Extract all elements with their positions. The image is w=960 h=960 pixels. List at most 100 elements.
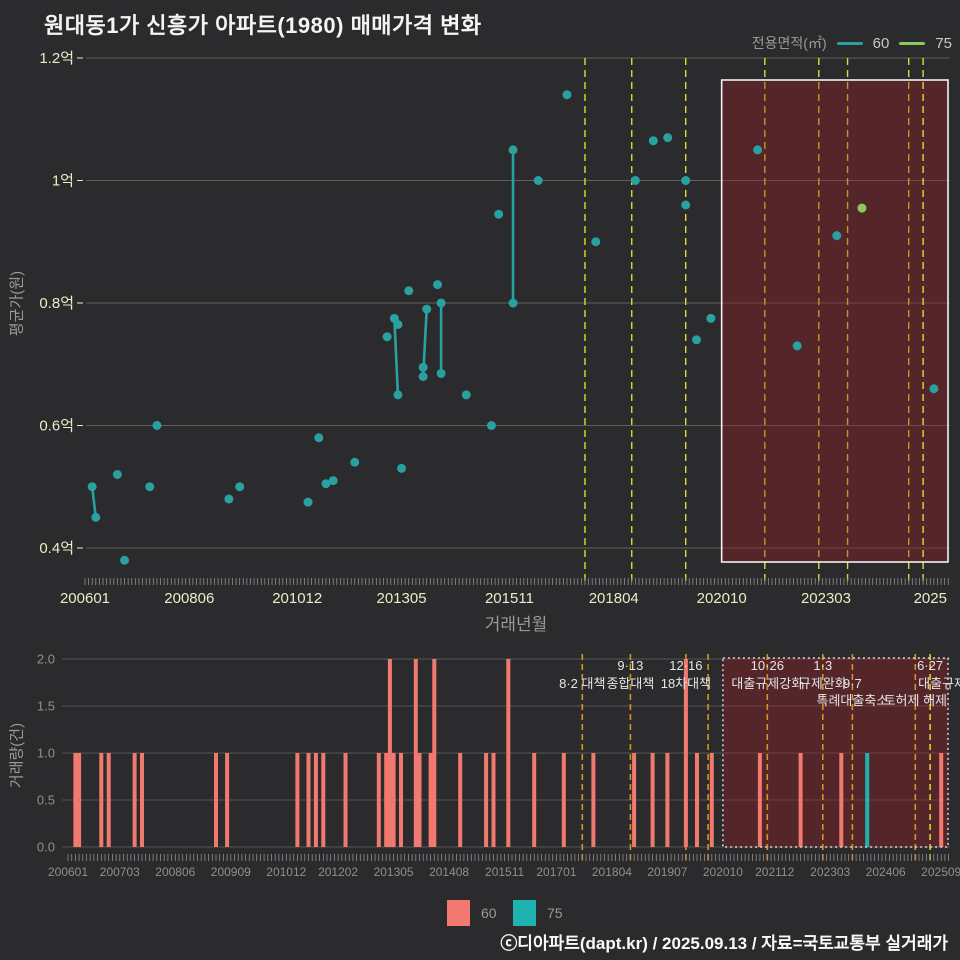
price-point-75[interactable] xyxy=(857,203,867,213)
volume-bar[interactable] xyxy=(683,659,688,847)
price-point-60[interactable] xyxy=(382,332,392,342)
volume-bar[interactable] xyxy=(757,753,762,847)
volume-bar[interactable] xyxy=(313,753,318,847)
volume-bar[interactable] xyxy=(384,753,389,847)
volume-bar[interactable] xyxy=(709,753,714,847)
price-point-60[interactable] xyxy=(494,209,504,219)
volume-bar[interactable] xyxy=(77,753,82,847)
legend-item-60[interactable]: 60 xyxy=(872,34,890,52)
price-point-60[interactable] xyxy=(461,390,471,400)
volume-bar[interactable] xyxy=(484,753,489,847)
volume-bar[interactable] xyxy=(399,753,403,847)
volume-bar[interactable] xyxy=(591,753,596,847)
price-point-60[interactable] xyxy=(393,319,403,329)
price-point-60[interactable] xyxy=(350,457,360,467)
volume-bar[interactable] xyxy=(632,753,637,847)
price-point-60[interactable] xyxy=(648,136,658,146)
price-point-60[interactable] xyxy=(832,231,842,241)
volume-bar[interactable] xyxy=(106,753,111,847)
price-point-60[interactable] xyxy=(422,304,432,314)
price-point-60[interactable] xyxy=(681,200,691,210)
volume-bar[interactable] xyxy=(532,753,537,847)
volume-bar[interactable] xyxy=(73,753,78,847)
volume-bar[interactable] xyxy=(839,753,844,847)
price-point-60[interactable] xyxy=(112,470,122,479)
price-point-60[interactable] xyxy=(404,286,414,296)
price-point-60[interactable] xyxy=(436,298,446,308)
legend-line-75-icon xyxy=(899,41,926,45)
price-segment xyxy=(90,485,98,519)
legend-bottom-item-75[interactable]: 75 xyxy=(547,905,563,921)
price-point-60[interactable] xyxy=(303,497,313,507)
legend-item-75[interactable]: 75 xyxy=(935,34,952,52)
volume-bar[interactable] xyxy=(140,753,144,847)
price-point-60[interactable] xyxy=(508,145,518,155)
price-point-60[interactable] xyxy=(706,313,716,323)
volume-bar[interactable] xyxy=(650,753,655,847)
legend-top: 전용면적(㎡) 60 75 xyxy=(752,33,952,53)
x-axis-label: 200601 xyxy=(60,590,110,607)
volume-bar[interactable] xyxy=(428,753,433,847)
volume-bar[interactable] xyxy=(458,753,463,847)
volume-bar[interactable] xyxy=(132,753,137,847)
price-point-60[interactable] xyxy=(91,512,101,522)
price-point-60[interactable] xyxy=(87,482,97,492)
price-point-60[interactable] xyxy=(691,335,701,345)
volume-bar[interactable] xyxy=(417,753,422,847)
price-point-60[interactable] xyxy=(397,463,407,473)
volume-x-label: 202509 xyxy=(921,865,960,879)
volume-bar[interactable] xyxy=(387,659,392,847)
price-point-60[interactable] xyxy=(436,368,446,378)
legend-bottom-item-60[interactable]: 60 xyxy=(481,905,497,921)
volume-bar[interactable] xyxy=(865,753,870,847)
price-point-60[interactable] xyxy=(792,341,802,351)
volume-bar[interactable] xyxy=(561,753,566,847)
volume-bar[interactable] xyxy=(321,753,326,847)
volume-bar[interactable] xyxy=(391,753,396,847)
price-point-60[interactable] xyxy=(753,145,763,155)
price-point-60[interactable] xyxy=(393,390,403,400)
y-axis-label: 0.4억 xyxy=(39,540,74,557)
price-point-60[interactable] xyxy=(120,555,130,565)
volume-bar[interactable] xyxy=(413,659,418,847)
price-point-60[interactable] xyxy=(152,421,162,430)
price-point-60[interactable] xyxy=(235,482,245,492)
volume-bar[interactable] xyxy=(306,753,311,847)
volume-y-label: 0.5 xyxy=(37,793,55,808)
price-point-60[interactable] xyxy=(486,421,496,430)
volume-bar[interactable] xyxy=(695,753,699,847)
volume-bar[interactable] xyxy=(343,753,348,847)
price-point-60[interactable] xyxy=(562,90,572,100)
x-axis-label: 201804 xyxy=(589,590,639,607)
volume-bar[interactable] xyxy=(376,753,381,847)
selection-brush[interactable] xyxy=(722,657,949,848)
policy-annotation: 9·13 xyxy=(617,658,643,673)
price-point-60[interactable] xyxy=(929,384,939,394)
x-axis-label: 2025 xyxy=(914,590,947,607)
price-point-60[interactable] xyxy=(224,494,234,504)
volume-bar[interactable] xyxy=(225,753,230,847)
price-point-60[interactable] xyxy=(145,482,155,492)
volume-bar[interactable] xyxy=(432,659,437,847)
price-point-60[interactable] xyxy=(663,133,673,143)
price-point-60[interactable] xyxy=(681,176,691,185)
price-point-60[interactable] xyxy=(418,362,428,372)
price-point-60[interactable] xyxy=(314,433,324,443)
volume-bar[interactable] xyxy=(665,753,670,847)
price-point-60[interactable] xyxy=(321,479,331,489)
volume-bar[interactable] xyxy=(506,659,511,847)
price-point-60[interactable] xyxy=(433,280,443,290)
policy-annotation: 규제완화 xyxy=(799,676,847,691)
volume-bar[interactable] xyxy=(214,753,218,847)
volume-bar[interactable] xyxy=(939,753,944,847)
volume-bar[interactable] xyxy=(491,753,496,847)
price-point-60[interactable] xyxy=(328,476,338,486)
price-point-60[interactable] xyxy=(418,372,428,381)
volume-bar[interactable] xyxy=(798,753,803,847)
price-point-60[interactable] xyxy=(630,176,640,185)
price-point-60[interactable] xyxy=(533,176,543,185)
price-point-60[interactable] xyxy=(508,298,518,308)
price-point-60[interactable] xyxy=(591,237,601,247)
volume-bar[interactable] xyxy=(99,753,104,847)
volume-bar[interactable] xyxy=(295,753,300,847)
